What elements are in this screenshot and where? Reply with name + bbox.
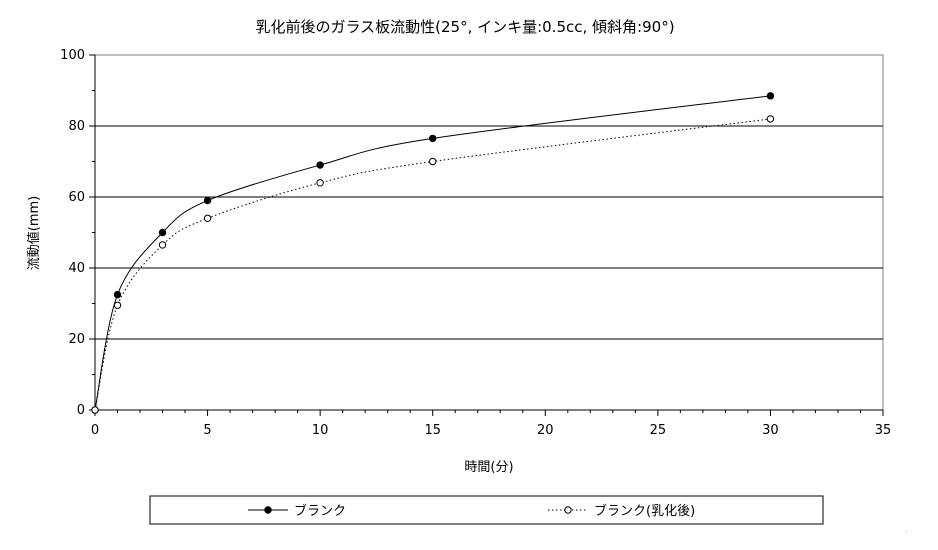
x-tick-labels: 0 5 10 15 20 25 30 35 <box>91 423 891 438</box>
y-tick-label-20: 20 <box>68 332 85 347</box>
x-axis-label: 時間(分) <box>464 460 513 475</box>
data-point-s1-2 <box>158 241 167 249</box>
data-point-s0-5 <box>429 134 437 143</box>
data-point-s1-1 <box>113 301 122 309</box>
y-tick-label-80: 80 <box>68 119 85 134</box>
x-tick-label-35: 35 <box>875 423 892 438</box>
x-tick-label-10: 10 <box>312 423 329 438</box>
legend-label-0: ブランク <box>294 503 346 519</box>
x-tick-label-20: 20 <box>537 423 554 438</box>
x-tick-label-5: 5 <box>203 423 211 438</box>
y-tick-labels: 0 20 40 60 80 100 <box>60 48 85 418</box>
corner-dot: . <box>905 525 908 534</box>
x-tick-label-15: 15 <box>424 423 441 438</box>
y-tick-label-0: 0 <box>77 403 85 418</box>
data-point-s0-4 <box>316 161 324 169</box>
legend-label-1: ブランク(乳化後) <box>594 503 695 519</box>
data-point-s0-2 <box>158 228 167 237</box>
legend-item-dotted: ブランク(乳化後) <box>548 503 695 519</box>
data-point-s1-3 <box>203 214 212 223</box>
data-point-s1-4 <box>316 179 324 187</box>
y-tick-label-60: 60 <box>68 190 85 205</box>
data-point-s0-3 <box>203 196 212 205</box>
x-tick-label-30: 30 <box>762 423 779 438</box>
x-tick-label-0: 0 <box>91 423 99 438</box>
y-tick-label-100: 100 <box>60 48 85 63</box>
gridlines <box>95 125 883 340</box>
y-axis-label: 流動値(mm) <box>26 196 42 270</box>
data-point-s0-1 <box>113 290 122 299</box>
data-point-s1-5 <box>429 157 437 166</box>
data-point-s0-6 <box>766 92 775 100</box>
x-tick-label-25: 25 <box>650 423 667 438</box>
data-point-s1-0 <box>91 406 99 414</box>
axes <box>89 54 884 416</box>
y-tick-label-40: 40 <box>68 261 85 276</box>
legend-marker-filled <box>264 506 272 514</box>
legend: ブランク ブランク(乳化後) <box>149 495 824 525</box>
legend-marker-open <box>564 506 572 514</box>
data-point-s1-6 <box>766 115 775 123</box>
plot-area <box>94 54 884 411</box>
legend-item-solid: ブランク <box>248 503 346 519</box>
series-group <box>91 92 775 414</box>
chart-title: 乳化前後のガラス板流動性(25°, インキ量:0.5cc, 傾斜角:90°) <box>255 18 674 36</box>
